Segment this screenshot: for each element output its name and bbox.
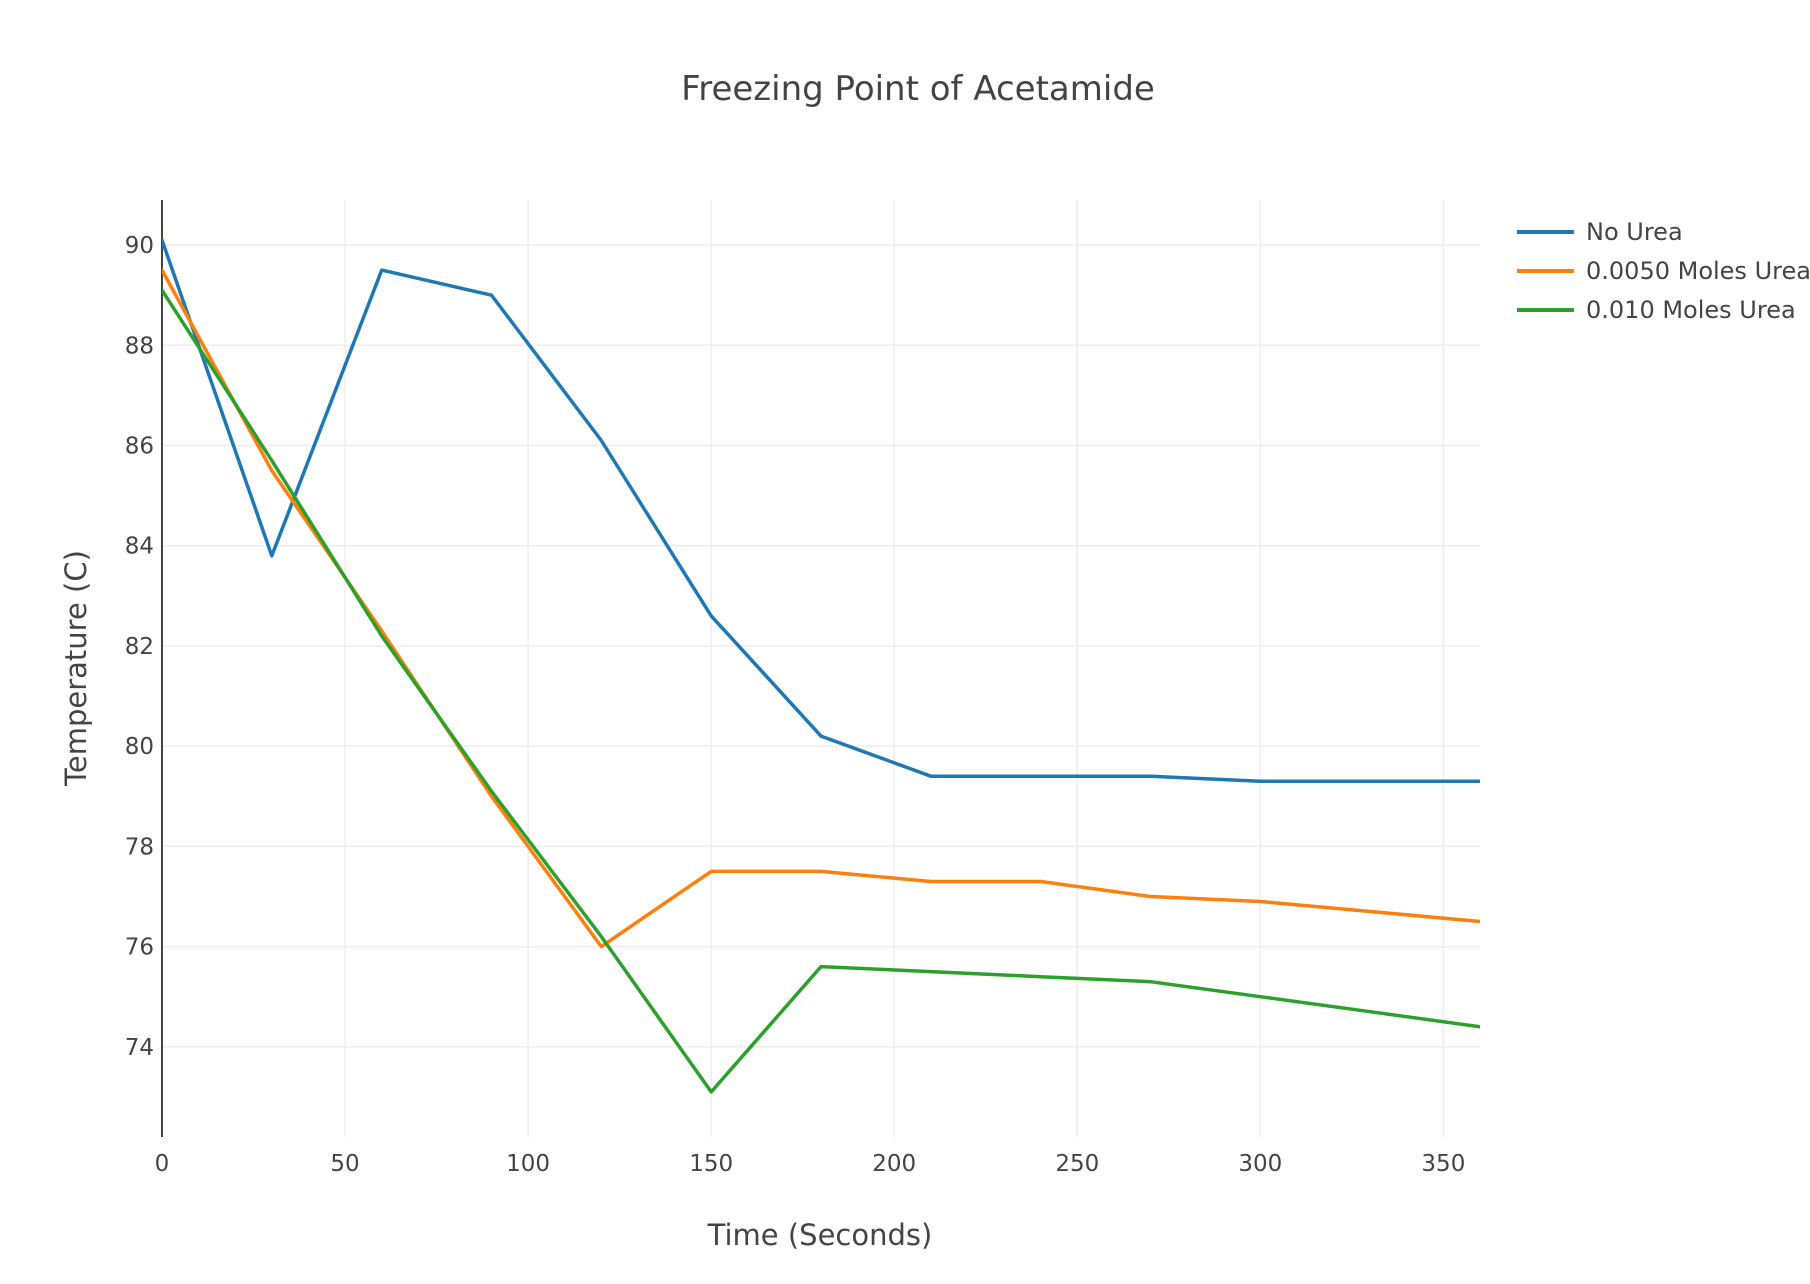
x-tick-label: 100 <box>506 1151 550 1177</box>
x-tick-label: 250 <box>1055 1151 1099 1177</box>
y-tick-label: 74 <box>125 1035 154 1061</box>
legend-entry: 0.0050 Moles Urea <box>1586 257 1810 285</box>
y-tick-label: 88 <box>125 333 154 359</box>
series-line-2 <box>162 288 1480 1094</box>
y-tick-label: 90 <box>125 233 154 259</box>
chart-title: Freezing Point of Acetamide <box>681 69 1155 109</box>
x-tick-label: 350 <box>1421 1151 1465 1177</box>
x-tick-label: 50 <box>330 1151 359 1177</box>
series-line-0 <box>162 238 1480 783</box>
y-tick-label: 82 <box>125 634 154 660</box>
y-tick-label: 76 <box>125 935 154 961</box>
legend-entry: 0.010 Moles Urea <box>1586 296 1796 324</box>
y-tick-label: 78 <box>125 834 154 860</box>
x-axis-title: Time (Seconds) <box>707 1218 933 1252</box>
legend: No Urea 0.0050 Moles Urea 0.010 Moles Urea <box>1517 218 1810 324</box>
tick-labels: 0 50 100 150 200 250 300 350 74 76 78 80 82 84 86 88 90 <box>125 233 1466 1177</box>
series-line-1 <box>162 268 1480 949</box>
y-tick-label: 86 <box>125 434 154 460</box>
y-tick-label: 84 <box>125 534 154 560</box>
legend-entry: No Urea <box>1586 218 1683 246</box>
series-lines <box>162 238 1480 1094</box>
y-tick-label: 80 <box>125 734 154 760</box>
x-tick-label: 0 <box>155 1151 170 1177</box>
y-axis-title: Temperature (C) <box>59 550 93 787</box>
grid <box>162 200 1480 1137</box>
x-tick-label: 200 <box>872 1151 916 1177</box>
x-tick-label: 150 <box>689 1151 733 1177</box>
x-tick-label: 300 <box>1238 1151 1282 1177</box>
